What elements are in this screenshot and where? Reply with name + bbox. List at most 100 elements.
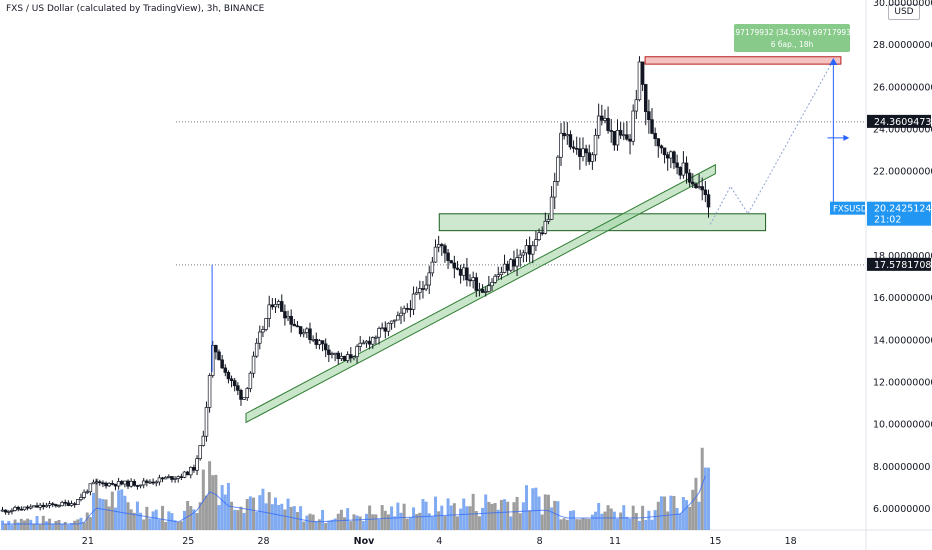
volume-bar [352,514,356,530]
price-label-box [867,114,931,128]
candle-body [248,372,253,389]
candle-body [345,354,350,361]
volume-bar [474,511,478,530]
volume-bar [484,494,488,530]
volume-bar [440,505,444,530]
volume-bar [192,509,196,530]
volume-bar [647,510,651,530]
volume-bar [374,514,378,530]
candle-body [82,491,86,498]
volume-bar [405,518,409,530]
symbol-badge-box [830,201,865,215]
candle-body [91,481,96,485]
volume-bar [289,506,293,530]
candle-body [612,130,617,146]
volume-bar [264,503,268,530]
volume-bar [220,485,224,530]
volume-bar [242,512,246,530]
x-tick-label: 4 [436,536,442,547]
candle-body [298,326,303,335]
volume-bar [113,507,117,530]
x-tick-label: 28 [258,536,270,547]
candle-body [245,388,249,398]
y-tick-label: 24.00000000 [873,124,932,135]
candle-body [44,505,49,508]
candle-body [559,132,563,158]
volume-bar [343,517,347,530]
candle-body [317,340,322,345]
candle-body [584,148,588,154]
candle-body [691,181,695,185]
candle-body [615,130,620,146]
volume-bar [283,509,287,530]
candle-body [458,268,463,276]
volume-bar [66,524,70,530]
volume-bar [600,513,604,530]
volume-bar [327,520,331,530]
volume-bar [371,514,375,530]
volume-bar [496,509,500,530]
volume-bar [443,516,447,530]
currency-button[interactable]: USD [888,4,920,20]
candle-body [330,353,334,356]
candle-body [94,481,99,484]
candle-body [480,288,485,293]
candle-body [493,275,497,283]
small-arrow-head [843,134,850,141]
volume-bar [609,508,613,530]
candle-body [675,162,679,168]
candle-body [308,328,312,340]
candle-body [477,288,482,291]
candle-body [650,119,654,134]
volume-bar [63,521,67,530]
volume-bar [145,506,149,530]
volume-bar [186,500,190,530]
volume-bar [399,512,403,530]
candle-body [421,288,425,290]
volume-bar [355,515,359,530]
measure-label-line2: 6 бар., 18h [771,40,814,49]
candle-body [210,345,215,376]
candle-body [342,355,347,361]
candle-body [280,301,284,312]
volume-bar [637,520,641,530]
candle-body [622,134,626,137]
candle-body [289,315,293,325]
volume-bar [393,516,397,530]
candle-body [113,483,118,487]
measure-label-box [734,24,850,52]
candle-body [515,257,519,267]
y-tick-label: 22.00000000 [873,167,932,178]
candle-body [427,272,431,286]
volume-bar [509,516,513,530]
candle-body [60,501,64,507]
volume-bar [361,521,365,530]
volume-bar [211,475,215,530]
trendline-channel [245,163,716,424]
candle-body [659,145,664,149]
candle-body [392,319,397,322]
candle-body [518,254,522,259]
volume-bar [223,494,227,530]
volume-bar [88,517,92,530]
volume-bar [333,518,337,530]
candle-body [440,244,444,247]
candle-body [609,130,613,132]
candle-body [402,308,406,314]
candle-body [132,480,137,486]
y-tick-label: 14.00000000 [873,335,932,346]
candle-body [568,134,573,148]
candle-body [204,407,209,437]
volume-bar [208,461,212,530]
candle-body [16,506,20,510]
volume-bar [245,498,249,530]
volume-bar [697,501,701,530]
volume-bar [349,521,353,530]
candle-body [226,372,231,380]
y-tick-label: 18.00000000 [873,251,932,262]
candle-body [396,315,400,321]
y-tick-label: 12.00000000 [873,377,932,388]
volume-bar [248,496,252,530]
volume-bar [487,501,491,530]
